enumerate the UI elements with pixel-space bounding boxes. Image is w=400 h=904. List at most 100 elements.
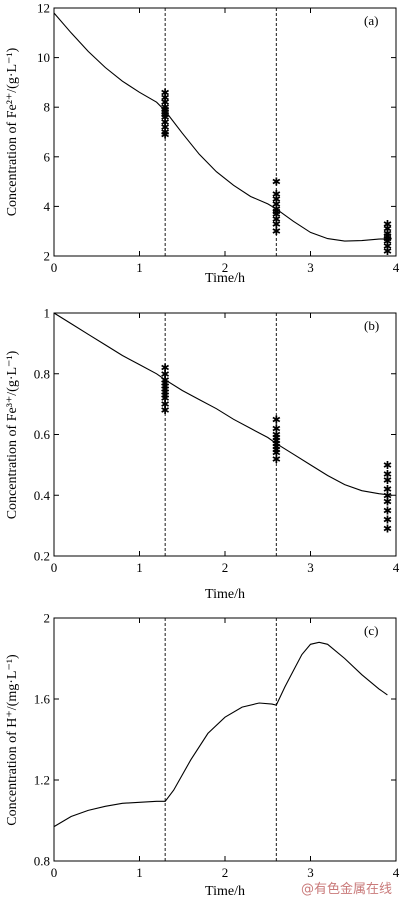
panel-a-xtick-label: 4: [393, 260, 400, 275]
panel-b-xtick-label: 0: [51, 560, 58, 575]
panel-b-data-point: ✱: [383, 474, 392, 487]
panel-c-xlabel: Time/h: [205, 884, 245, 899]
panel-a-ytick-label: 4: [44, 199, 51, 214]
panel-b-data-point: ✱: [272, 453, 281, 466]
panel-a-label: (a): [364, 13, 378, 28]
panel-a-data-point: ✱: [272, 203, 281, 216]
panel-b-data-point: ✱: [383, 504, 392, 517]
panel-b-ticks: 0 1 2 3 4 0.2 0.4 0.6 0.8 1: [34, 306, 400, 576]
panel-b-data-point: ✱: [161, 368, 170, 381]
panel-a-data-point: ✱: [161, 96, 170, 109]
panel-b-fit-line: [53, 312, 392, 496]
panel-b-data-point: ✱: [272, 435, 281, 448]
panel-a-frame: [53, 7, 397, 257]
panel-a-ytick-label: 8: [44, 100, 51, 115]
panel-a-ytick-label: 6: [44, 149, 51, 164]
panel-b-xtick-label: 1: [136, 560, 143, 575]
panel-b-data-point: ✱: [383, 495, 392, 508]
panel-b-data-point: ✱: [272, 447, 281, 460]
panel-c-xtick-label: 2: [222, 865, 229, 880]
panel-a-data-point: ✱: [161, 86, 170, 99]
panel-b-data-point: ✱: [161, 377, 170, 390]
panel-b-data-point: ✱: [383, 489, 392, 502]
panel-a-data-point: ✱: [383, 218, 392, 231]
panel-a-data-point: ✱: [383, 223, 392, 236]
panel-c-ticks: 0 1 2 3 4 0.8 1.2 1.6 2: [34, 611, 400, 881]
panel-b-xtick-label: 3: [307, 560, 314, 575]
panel-a-xlabel: Time/h: [205, 271, 245, 286]
panel-b-data-point: ✱: [383, 514, 392, 527]
panel-b-data-point: ✱: [272, 438, 281, 451]
panel-a-data-point: ✱: [272, 188, 281, 201]
panel-a-data-point: ✱: [272, 225, 281, 238]
panel-b-ytick-label: 0.8: [34, 366, 50, 381]
panel-c-xtick-label: 1: [136, 865, 143, 880]
panel-a-data-point: ✱: [383, 245, 392, 258]
panel-a-ytick-label: 2: [44, 249, 51, 264]
panel-b-label: (b): [364, 318, 379, 333]
panel-a-data-point: ✱: [161, 101, 170, 114]
panel-b-data-point: ✱: [383, 459, 392, 472]
panel-a-ylabel: Concentration of Fe²⁺/(g·L⁻¹): [5, 47, 20, 216]
panel-b-xlabel: Time/h: [205, 587, 245, 602]
panel-b-xtick-label: 2: [222, 560, 229, 575]
panel-c-label: (c): [364, 623, 378, 638]
panel-a-xtick-label: 2: [222, 260, 229, 275]
panel-a-curve: [53, 12, 392, 242]
panel-a-data-point: ✱: [161, 104, 170, 117]
panel-b-frame: [53, 312, 397, 557]
panel-b-data-point: ✱: [161, 374, 170, 387]
panel-a-data-point: ✱: [272, 193, 281, 206]
panel-a-data-point: ✱: [161, 111, 170, 124]
panel-b-data-point: ✱: [272, 422, 281, 435]
panel-a-ytick-label: 12: [37, 1, 50, 16]
panel-b-data-point: ✱: [161, 392, 170, 405]
panel-c-frame: [53, 617, 397, 862]
panel-b-data-point: ✱: [272, 444, 281, 457]
panel-b-data-point: ✱: [272, 441, 281, 454]
panel-a-data-point: ✱: [383, 228, 392, 241]
panel-c-ytick-label: 2: [44, 611, 51, 626]
panel-b-data-point: ✱: [272, 413, 281, 426]
watermark-text: @有色金属在线: [301, 881, 392, 897]
panel-a-xtick-label: 1: [136, 260, 143, 275]
panel-b-ytick-label: 1: [44, 306, 51, 321]
panel-a-data-point: ✱: [272, 198, 281, 211]
panel-a-data-point: ✱: [272, 205, 281, 218]
panel-c-xtick-label: 4: [393, 865, 400, 880]
panel-b: 0 1 2 3 40.20.40.60.81 ✱✱✱✱✱✱✱✱✱✱✱✱✱✱✱✱✱✱✱✱✱…: [5, 306, 400, 603]
panel-a-xtick-label: 0: [51, 260, 58, 275]
panel-b-data-point: ✱: [383, 523, 392, 536]
panel-b-ytick-label: 0.2: [34, 549, 50, 564]
panel-c-ytick-label: 1.2: [34, 773, 50, 788]
panel-a-data-point: ✱: [161, 109, 170, 122]
panel-a-data-point: ✱: [383, 235, 392, 248]
panel-b-ylabel: Concentration of Fe³⁺/(g·L⁻¹): [5, 350, 20, 519]
panel-a-data-point: ✱: [272, 213, 281, 226]
panel-a-data-point: ✱: [161, 128, 170, 141]
panel-c-curve: [53, 641, 388, 828]
panel-b-curve: [53, 312, 392, 496]
panel-a-data-point: ✱: [161, 121, 170, 134]
panel-c-ytick-label: 1.6: [34, 692, 51, 707]
panel-a-data-point: ✱: [272, 218, 281, 231]
panel-b-data-point: ✱: [161, 404, 170, 417]
panel-c-vlines: [164, 618, 277, 861]
panel-b-markers: ✱✱✱✱✱✱✱✱✱✱✱✱✱✱✱✱✱✱✱✱✱ ✱✱✱✱✱✱✱✱✱: [161, 362, 393, 536]
panel-a-xtick-label: 3: [307, 260, 314, 275]
panel-a-data-point: ✱: [161, 126, 170, 139]
panel-b-data-point: ✱: [161, 362, 170, 375]
panel-c-ylabel: Concentration of H⁺/(mg·L⁻¹): [5, 654, 20, 826]
panel-c-ytick-label: 0.8: [34, 854, 50, 869]
panel-a-data-point: ✱: [383, 233, 392, 246]
panel-b-vlines: [164, 313, 277, 556]
panel-a-markers: ✱✱✱✱✱✱✱✱✱✱✱✱✱✱✱✱✱✱✱✱✱✱✱✱✱✱✱✱✱✱: [161, 86, 393, 258]
panel-b-data-point: ✱: [161, 389, 170, 402]
panel-a-data-point: ✱: [161, 116, 170, 129]
panel-b-ytick-label: 0.4: [34, 488, 51, 503]
panel-b-data-point: ✱: [272, 432, 281, 445]
panel-b-data-point: ✱: [383, 468, 392, 481]
